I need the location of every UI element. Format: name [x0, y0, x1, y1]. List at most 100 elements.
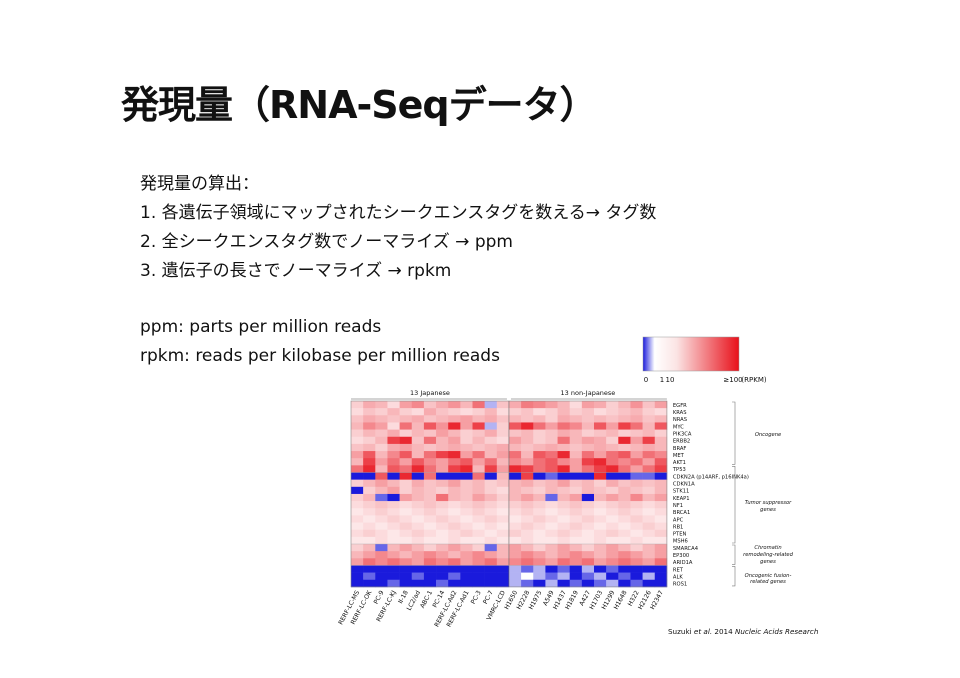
heatmap-cell — [508, 443, 522, 452]
heatmap-cell — [496, 501, 510, 509]
heatmap-cell — [557, 572, 570, 581]
heatmap-cell — [423, 493, 437, 502]
heatmap-cell — [533, 565, 546, 573]
heatmap-cell — [545, 579, 558, 588]
colorbar-tick-label: 0 — [644, 376, 648, 384]
heatmap-cell — [484, 486, 498, 495]
heatmap-cell — [472, 443, 485, 452]
heatmap-cell — [521, 501, 534, 509]
heatmap-cell — [545, 401, 558, 409]
heatmap-cell — [351, 558, 364, 566]
heatmap-cell — [606, 529, 619, 538]
heatmap-cell — [654, 493, 668, 502]
heatmap-cell — [545, 529, 558, 538]
heatmap-cell — [557, 415, 570, 423]
heatmap-cell — [594, 436, 607, 445]
heatmap-cell — [448, 544, 461, 552]
heatmap-cell — [496, 579, 510, 588]
heatmap-cell — [448, 536, 461, 545]
heatmap-cell — [399, 551, 413, 559]
heatmap-cell — [618, 422, 631, 430]
heatmap-cell — [557, 465, 570, 473]
heatmap-cell — [581, 493, 595, 502]
heatmap-cell — [472, 579, 485, 588]
heatmap-cell — [581, 472, 595, 480]
heatmap-cell — [557, 451, 570, 459]
heatmap-cell — [399, 536, 413, 545]
heatmap-cell — [654, 486, 668, 495]
heatmap-cell — [472, 493, 485, 502]
heatmap-cell — [472, 551, 485, 559]
heatmap-cell — [423, 486, 437, 495]
heatmap-cell — [351, 508, 364, 516]
heatmap-cell — [545, 486, 558, 495]
heatmap-cell — [533, 422, 546, 430]
heatmap-cell — [460, 458, 473, 466]
heatmap-cell — [630, 465, 643, 473]
heatmap-cell — [387, 486, 400, 495]
heatmap-cell — [508, 529, 522, 538]
row-label: MSH6 — [673, 539, 688, 545]
heatmap-cell — [642, 486, 656, 495]
heatmap-cell — [521, 422, 534, 430]
heatmap-cell — [472, 415, 485, 423]
heatmap-cell — [618, 465, 631, 473]
heatmap-cell — [630, 529, 643, 538]
heatmap-cell — [581, 551, 595, 559]
heatmap-cell — [411, 501, 425, 509]
heatmap-cell — [508, 522, 522, 530]
heatmap-cell — [606, 479, 619, 488]
heatmap-cell — [411, 572, 425, 581]
heatmap-cell — [654, 536, 668, 545]
heatmap-cell — [508, 579, 522, 588]
colorbar-tick-label: (RPKM) — [741, 376, 766, 384]
row-group-label: remodeling-related — [743, 552, 794, 558]
heatmap-cell — [545, 508, 558, 516]
heatmap-cell — [436, 551, 449, 559]
heatmap-cell — [351, 522, 364, 530]
heatmap-cell — [448, 436, 461, 445]
heatmap-cell — [472, 565, 485, 573]
heatmap-cell — [351, 493, 364, 502]
heatmap-cell — [351, 443, 364, 452]
heatmap-cell — [363, 493, 376, 502]
heatmap-cell — [448, 572, 461, 581]
heatmap-cell — [484, 436, 498, 445]
heatmap-cell — [423, 465, 437, 473]
row-group-bracket — [732, 401, 736, 465]
heatmap-cell — [496, 551, 510, 559]
row-label: KRAS — [673, 410, 687, 416]
heatmap-cell — [569, 429, 583, 438]
heatmap-cell — [363, 536, 376, 545]
heatmap-cell — [533, 429, 546, 438]
heatmap-cell — [642, 522, 656, 530]
heatmap-cell — [460, 536, 473, 545]
heatmap-cell — [387, 515, 400, 523]
heatmap-cell — [630, 429, 643, 438]
heatmap-cell — [423, 579, 437, 588]
heatmap-cell — [508, 401, 522, 409]
heatmap-cell — [594, 415, 607, 423]
heatmap-cell — [351, 529, 364, 538]
heatmap-cell — [545, 451, 558, 459]
heatmap-cell — [496, 493, 510, 502]
heatmap-cell — [423, 558, 437, 566]
heatmap-cell — [460, 522, 473, 530]
heatmap-cell — [411, 579, 425, 588]
heatmap-cell — [606, 451, 619, 459]
heatmap-cell — [399, 479, 413, 488]
row-label: ERBB2 — [673, 439, 690, 445]
heatmap-cell — [594, 458, 607, 466]
heatmap-cell — [387, 429, 400, 438]
heatmap-cell — [594, 479, 607, 488]
heatmap-cell — [569, 436, 583, 445]
heatmap-cell — [436, 415, 449, 423]
heatmap-cell — [436, 422, 449, 430]
heatmap-cell — [654, 508, 668, 516]
heatmap-cell — [654, 422, 668, 430]
heatmap-cell — [521, 558, 534, 566]
heatmap-cell — [448, 429, 461, 438]
heatmap-cell — [557, 558, 570, 566]
heatmap-cell — [642, 493, 656, 502]
heatmap-cell — [545, 572, 558, 581]
